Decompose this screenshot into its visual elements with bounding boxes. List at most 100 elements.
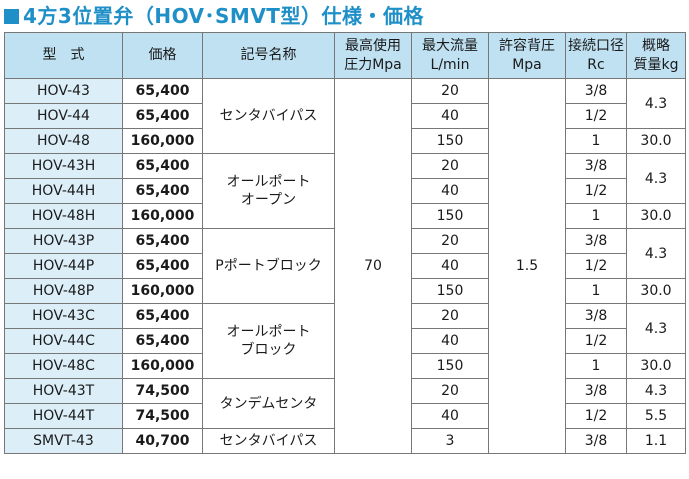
symbol-cell: センタバイパス	[202, 78, 335, 154]
table-row: HOV-43C 65,400 オールポート ブロック 20 3/8 4.3	[4, 303, 686, 379]
table-row: HOV-44 65,400 40 1/2	[4, 103, 686, 129]
back-pressure-cell: 1.5	[488, 78, 566, 454]
flow-cell: 40	[411, 253, 489, 279]
table-row: HOV-48 160,000 150 1 30.0	[4, 128, 686, 154]
flow-cell: 20	[411, 228, 489, 254]
price-cell: 160,000	[122, 278, 203, 304]
weight-cell: 4.3	[626, 153, 686, 204]
price-cell: 160,000	[122, 353, 203, 379]
model-cell: HOV-44P	[4, 253, 123, 279]
model-cell: HOV-43	[4, 78, 123, 104]
model-cell: HOV-43P	[4, 228, 123, 254]
flow-cell: 150	[411, 353, 489, 379]
port-cell: 3/8	[565, 378, 627, 404]
weight-cell: 4.3	[626, 228, 686, 279]
model-cell: HOV-48C	[4, 353, 123, 379]
symbol-cell: タンデムセンタ	[202, 378, 335, 429]
price-cell: 65,400	[122, 103, 203, 129]
table-row: HOV-43 65,400 センタバイパス 70 20 1.5 3/8 4.3	[4, 78, 686, 454]
table-row: HOV-44T 74,500 40 1/2 5.5	[4, 403, 686, 429]
flow-cell: 40	[411, 103, 489, 129]
flow-cell: 40	[411, 403, 489, 429]
symbol-cell: オールポート ブロック	[202, 303, 335, 379]
square-bullet-icon	[4, 9, 19, 24]
symbol-cell: オールポート オープン	[202, 153, 335, 229]
header-price: 価格	[122, 32, 203, 79]
weight-cell: 30.0	[626, 278, 686, 304]
spec-table: 型 式 価格 記号名称 最高使用 圧力Mpa 最大流量 L/min 許容背圧 Mpa …	[4, 32, 686, 454]
weight-cell: 30.0	[626, 128, 686, 154]
price-cell: 65,400	[122, 303, 203, 329]
flow-cell: 40	[411, 178, 489, 204]
price-cell: 65,400	[122, 228, 203, 254]
table-row: SMVT-43 40,700 センタバイパス 3 3/8 1.1	[4, 428, 686, 454]
flow-cell: 150	[411, 203, 489, 229]
weight-cell: 4.3	[626, 78, 686, 129]
price-cell: 65,400	[122, 78, 203, 104]
model-cell: HOV-44	[4, 103, 123, 129]
price-cell: 160,000	[122, 203, 203, 229]
flow-cell: 20	[411, 78, 489, 104]
port-cell: 3/8	[565, 303, 627, 329]
price-cell: 65,400	[122, 253, 203, 279]
port-cell: 1	[565, 128, 627, 154]
table-row: HOV-48C 160,000 150 1 30.0	[4, 353, 686, 379]
header-weight: 概略 質量kg	[626, 32, 686, 79]
symbol-cell: Pポートブロック	[202, 228, 335, 304]
model-cell: HOV-44C	[4, 328, 123, 354]
weight-cell: 4.3	[626, 378, 686, 404]
header-port: 接続口径 Rc	[565, 32, 627, 79]
model-cell: SMVT-43	[4, 428, 123, 454]
weight-cell: 4.3	[626, 303, 686, 354]
header-flow: 最大流量 L/min	[411, 32, 489, 79]
flow-cell: 150	[411, 278, 489, 304]
port-cell: 1	[565, 353, 627, 379]
model-cell: HOV-48P	[4, 278, 123, 304]
header-back-pressure: 許容背圧 Mpa	[488, 32, 566, 79]
port-cell: 1/2	[565, 103, 627, 129]
model-cell: HOV-43T	[4, 378, 123, 404]
flow-cell: 3	[411, 428, 489, 454]
title-text: 4方3位置弁（HOV･SMVT型）仕様・価格	[23, 4, 424, 28]
port-cell: 1/2	[565, 178, 627, 204]
model-cell: HOV-44T	[4, 403, 123, 429]
price-cell: 74,500	[122, 378, 203, 404]
table-row: HOV-43T 74,500 タンデムセンタ 20 3/8 4.3	[4, 378, 686, 429]
weight-cell: 5.5	[626, 403, 686, 429]
price-cell: 65,400	[122, 328, 203, 354]
port-cell: 1/2	[565, 328, 627, 354]
model-cell: HOV-44H	[4, 178, 123, 204]
port-cell: 1	[565, 203, 627, 229]
weight-cell: 1.1	[626, 428, 686, 454]
price-cell: 160,000	[122, 128, 203, 154]
port-cell: 3/8	[565, 428, 627, 454]
port-cell: 1/2	[565, 403, 627, 429]
price-cell: 65,400	[122, 153, 203, 179]
model-cell: HOV-43H	[4, 153, 123, 179]
weight-cell: 30.0	[626, 203, 686, 229]
weight-cell: 30.0	[626, 353, 686, 379]
price-cell: 65,400	[122, 178, 203, 204]
port-cell: 1/2	[565, 253, 627, 279]
price-cell: 40,700	[122, 428, 203, 454]
flow-cell: 20	[411, 303, 489, 329]
page-title: 4方3位置弁（HOV･SMVT型）仕様・価格	[4, 2, 424, 30]
header-pressure: 最高使用 圧力Mpa	[334, 32, 412, 79]
port-cell: 3/8	[565, 153, 627, 179]
table-row: HOV-43P 65,400 Pポートブロック 20 3/8 4.3	[4, 228, 686, 304]
model-cell: HOV-48	[4, 128, 123, 154]
header-model: 型 式	[4, 32, 123, 79]
header-symbol: 記号名称	[202, 32, 335, 79]
model-cell: HOV-43C	[4, 303, 123, 329]
header-row: 型 式 価格 記号名称 最高使用 圧力Mpa 最大流量 L/min 許容背圧 Mpa …	[4, 32, 686, 79]
flow-cell: 40	[411, 328, 489, 354]
symbol-cell: センタバイパス	[202, 428, 335, 454]
table-row: HOV-44P 65,400 40 1/2	[4, 253, 686, 279]
flow-cell: 150	[411, 128, 489, 154]
flow-cell: 20	[411, 153, 489, 179]
flow-cell: 20	[411, 378, 489, 404]
model-cell: HOV-48H	[4, 203, 123, 229]
port-cell: 3/8	[565, 228, 627, 254]
port-cell: 1	[565, 278, 627, 304]
max-pressure-cell: 70	[334, 78, 412, 454]
